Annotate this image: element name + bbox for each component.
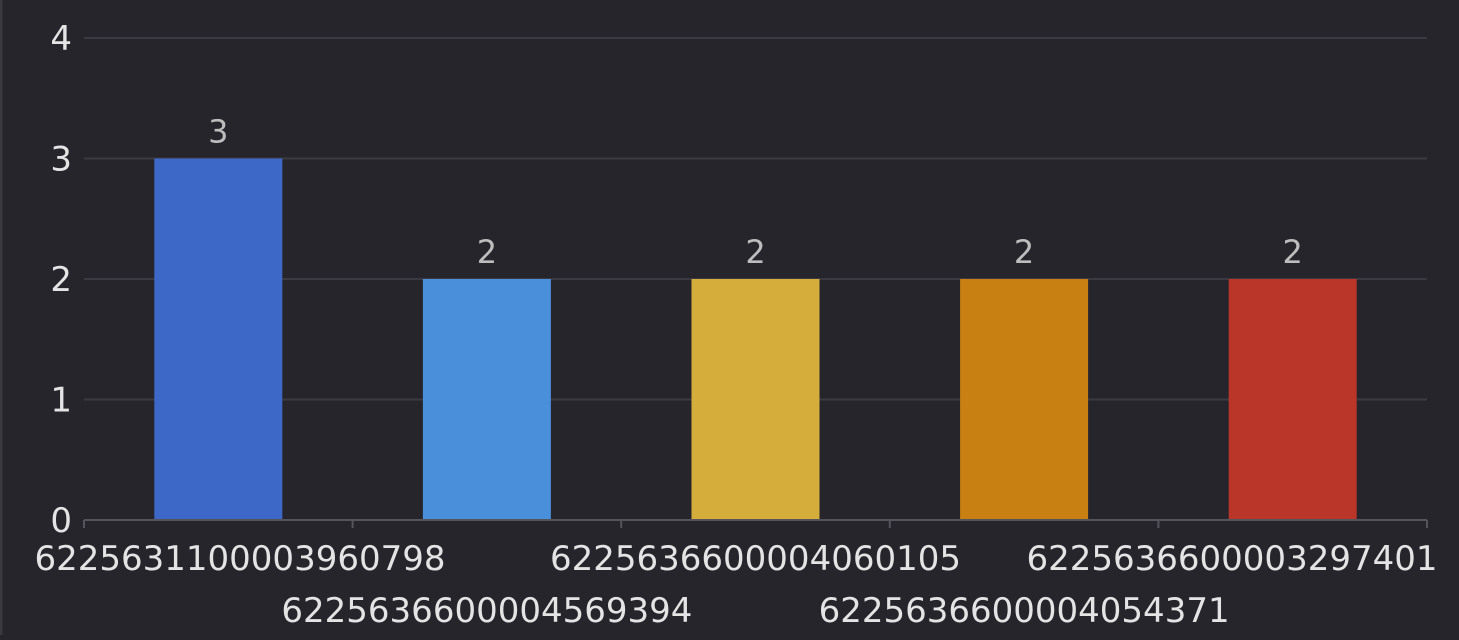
x-category-label: 6225636600003297401: [1026, 539, 1437, 579]
bar[interactable]: [960, 279, 1089, 520]
x-category-label: 6225636600004569394: [281, 591, 692, 631]
y-axis-ticks: 0 1 2 3 4: [50, 19, 72, 541]
x-category-label: 6225631100003960798: [34, 539, 445, 579]
data-labels: 3 2 2 2 2: [208, 113, 1303, 272]
y-tick-label: 2: [50, 260, 72, 300]
y-tick-label: 1: [50, 381, 72, 421]
y-tick-label: 3: [50, 140, 72, 180]
y-tick-label: 4: [50, 19, 72, 59]
bar[interactable]: [154, 158, 283, 521]
x-category-label: 6225636600004054371: [819, 591, 1230, 631]
x-axis: 6225631100003960798 6225636600004569394 62…: [34, 519, 1438, 631]
bar[interactable]: [1228, 279, 1357, 520]
data-label: 2: [477, 233, 497, 271]
y-tick-label: 0: [50, 501, 72, 541]
bars: [154, 158, 1357, 521]
data-label: 3: [208, 113, 228, 151]
bar[interactable]: [691, 279, 820, 520]
bar[interactable]: [422, 279, 551, 520]
data-label: 2: [1283, 233, 1303, 271]
data-label: 2: [1014, 233, 1034, 271]
data-label: 2: [745, 233, 765, 271]
x-category-label: 6225636600004060105: [550, 539, 961, 579]
